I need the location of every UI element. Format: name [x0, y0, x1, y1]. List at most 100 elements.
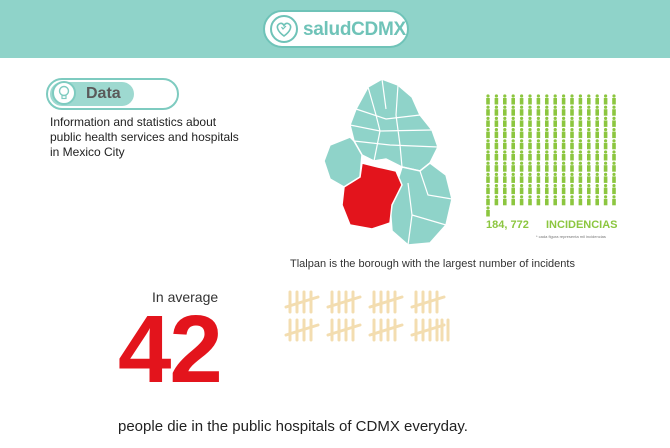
person-figure — [511, 195, 515, 206]
tally-group — [410, 318, 446, 342]
tally-group — [326, 290, 362, 314]
person-figure — [561, 172, 566, 183]
person-figure — [553, 128, 557, 139]
average-label: In average — [152, 289, 219, 305]
person-figure — [511, 172, 515, 183]
person-figure — [511, 94, 515, 105]
person-figure — [578, 139, 583, 150]
person-figure — [612, 139, 616, 150]
person-figure — [595, 172, 599, 183]
person-figure — [511, 128, 515, 139]
tally-marks — [284, 290, 450, 342]
person-figure — [486, 150, 490, 161]
person-figure — [587, 150, 591, 161]
person-figure — [536, 139, 541, 150]
person-figure — [519, 105, 524, 116]
person-figure — [486, 172, 490, 183]
person-figure — [494, 150, 499, 161]
person-figure — [595, 128, 599, 139]
person-figure — [595, 116, 599, 127]
person-figure — [603, 195, 608, 206]
person-figure — [486, 195, 490, 206]
person-figure — [503, 94, 507, 105]
person-figure — [545, 172, 549, 183]
person-figure — [595, 195, 599, 206]
person-figure — [570, 161, 574, 172]
person-figure — [528, 150, 532, 161]
person-figure — [519, 150, 524, 161]
person-figure — [603, 150, 608, 161]
person-figure — [603, 128, 608, 139]
section-label: Data — [86, 85, 121, 102]
person-figure — [503, 172, 507, 183]
person-figure — [519, 184, 524, 195]
person-figure — [536, 150, 541, 161]
person-figure — [561, 94, 566, 105]
person-figure — [545, 150, 549, 161]
person-figure — [612, 150, 616, 161]
person-figure — [587, 116, 591, 127]
person-figure — [511, 105, 515, 116]
person-figure — [561, 105, 566, 116]
person-figure — [503, 139, 507, 150]
person-figure — [536, 172, 541, 183]
person-figure — [486, 206, 490, 217]
person-figure — [528, 105, 532, 116]
person-figure — [553, 105, 557, 116]
person-figure — [578, 184, 583, 195]
person-figure — [570, 94, 574, 105]
person-figure — [528, 195, 532, 206]
person-figure — [486, 105, 490, 116]
person-figure — [545, 161, 549, 172]
person-figure — [612, 161, 616, 172]
incidents-note: * cada figura representa mil incidencias — [536, 234, 606, 239]
brand-logo[interactable]: saludCDMX — [263, 10, 409, 48]
person-figure — [612, 184, 616, 195]
person-figure — [612, 94, 616, 105]
tally-group — [368, 318, 404, 342]
incidents-label: INCIDENCIAS — [546, 219, 618, 231]
incidents-value: 184, 772 — [486, 219, 529, 231]
person-figure — [595, 161, 599, 172]
person-figure — [494, 184, 499, 195]
person-figure — [595, 94, 599, 105]
tally-group — [410, 290, 446, 314]
person-figure — [603, 139, 608, 150]
person-figure — [511, 150, 515, 161]
person-figure — [545, 116, 549, 127]
person-figure — [519, 172, 524, 183]
person-figure — [603, 105, 608, 116]
person-figure — [603, 116, 608, 127]
deaths-number: 42 — [118, 296, 223, 403]
person-figure — [587, 94, 591, 105]
person-figure — [528, 161, 532, 172]
person-figure — [486, 184, 490, 195]
person-figure — [545, 139, 549, 150]
person-figure — [536, 195, 541, 206]
person-figure — [553, 116, 557, 127]
person-figure — [587, 128, 591, 139]
person-figure — [595, 105, 599, 116]
person-figure — [519, 94, 524, 105]
person-figure — [494, 172, 499, 183]
person-figure — [545, 195, 549, 206]
person-figure — [561, 150, 566, 161]
person-figure — [494, 128, 499, 139]
person-figure — [494, 195, 499, 206]
heart-icon — [270, 15, 298, 43]
person-figure — [494, 161, 499, 172]
person-figure — [561, 161, 566, 172]
person-figure — [536, 116, 541, 127]
person-figure — [503, 161, 507, 172]
person-figure — [595, 184, 599, 195]
person-figure — [553, 172, 557, 183]
person-figure — [528, 172, 532, 183]
person-figure — [603, 172, 608, 183]
person-figure — [511, 184, 515, 195]
person-figure — [603, 184, 608, 195]
map-borough-north — [349, 78, 439, 172]
person-figure — [612, 172, 616, 183]
person-figure — [578, 195, 583, 206]
person-figure — [578, 172, 583, 183]
person-figure — [587, 161, 591, 172]
